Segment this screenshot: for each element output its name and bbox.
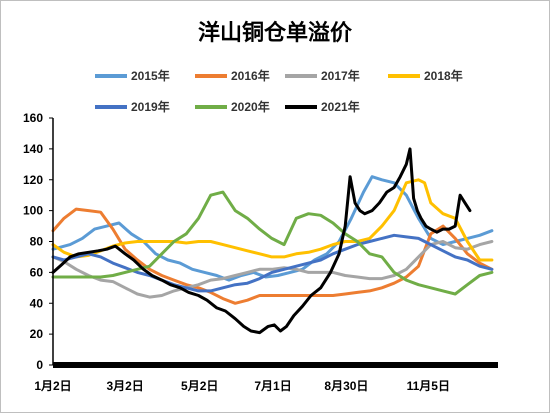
y-tick-label-2: 40 <box>30 296 44 310</box>
y-tick-label-8: 160 <box>23 111 43 125</box>
x-tick-label-3: 7月1日 <box>254 379 291 393</box>
legend-label-0: 2015年 <box>131 68 170 83</box>
chart-title: 洋山铜仓单溢价 <box>198 20 353 46</box>
x-tick-label-1: 3月2日 <box>106 379 143 393</box>
series-layer <box>51 147 494 335</box>
axes-layer: 0 20 40 60 80 100 120 140 160 1月2日 3月2日 5月2日 7月1日 8月3… <box>23 111 498 393</box>
series-line-1 <box>51 207 494 305</box>
series-line-2 <box>51 240 494 299</box>
legend-label-4: 2019年 <box>131 99 170 114</box>
legend-label-2: 2017年 <box>321 68 360 83</box>
x-tick-label-5: 11月5日 <box>407 379 450 393</box>
series-line-4 <box>51 233 494 293</box>
x-tick-label-4: 8月30日 <box>324 379 368 393</box>
series-line-0 <box>51 175 494 282</box>
x-tick-label-2: 5月2日 <box>181 379 218 393</box>
series-line-3 <box>51 178 494 262</box>
y-tick-label-3: 60 <box>30 265 44 279</box>
y-tick-label-7: 140 <box>23 142 43 156</box>
y-tick-label-1: 20 <box>30 327 44 341</box>
legend-label-6: 2021年 <box>321 99 360 114</box>
legend-label-3: 2018年 <box>424 68 463 83</box>
y-tick-label-6: 120 <box>23 173 43 187</box>
series-line-5 <box>51 190 494 296</box>
legend-label-5: 2020年 <box>231 99 270 114</box>
y-tick-label-0: 0 <box>36 358 43 372</box>
y-tick-label-4: 80 <box>30 235 44 249</box>
legend: 2015年 2016年 2017年 2018年 2019年 2020年 2021年 <box>95 68 463 114</box>
series-line-6 <box>51 147 472 335</box>
y-tick-label-5: 100 <box>23 204 43 218</box>
x-tick-label-0: 1月2日 <box>34 379 71 393</box>
legend-label-1: 2016年 <box>231 68 270 83</box>
